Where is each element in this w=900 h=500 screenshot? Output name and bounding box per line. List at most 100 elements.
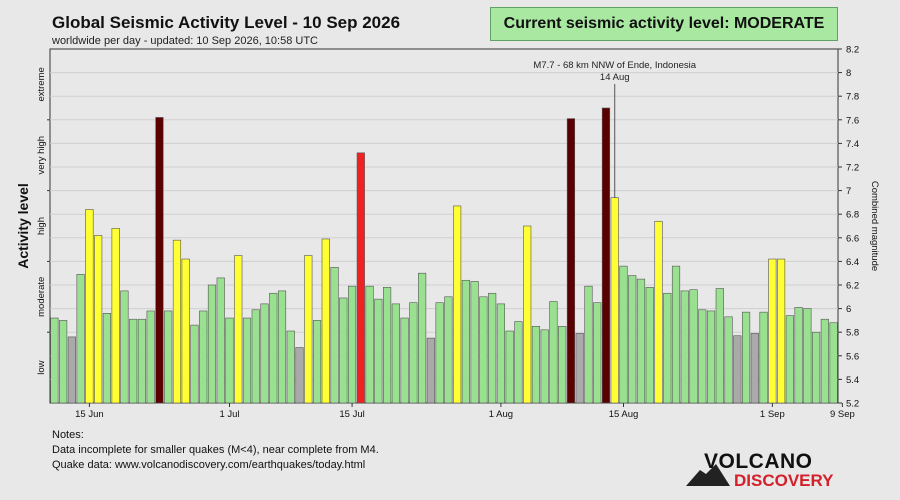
bar	[785, 315, 794, 404]
bar	[593, 302, 602, 404]
right-tick-label: 7.4	[846, 139, 859, 150]
logo-line2: DISCOVERY	[734, 471, 834, 490]
bar	[216, 277, 225, 404]
right-tick-label: 5.8	[846, 328, 859, 339]
right-tick-label: 6.4	[846, 257, 859, 268]
bar	[829, 322, 838, 404]
grid-lines	[50, 72, 838, 380]
x-tick-label: 15 Jun	[75, 409, 104, 420]
current-level-text: Current seismic activity level: MODERATE	[503, 15, 825, 32]
level-label: extreme	[36, 67, 47, 101]
bar	[453, 205, 462, 404]
right-tick-label: 5.4	[846, 375, 859, 386]
bar	[76, 274, 85, 404]
bar	[102, 313, 111, 404]
bar	[59, 320, 68, 404]
left-axis: low moderate high very high extreme	[36, 67, 50, 375]
bar	[610, 197, 619, 404]
bar	[365, 285, 374, 404]
right-tick-label: 7.8	[846, 92, 859, 103]
bar	[400, 317, 409, 404]
bar	[706, 310, 716, 404]
bar	[269, 292, 278, 404]
chart-subtitle: worldwide per day - updated: 10 Sep 2026…	[52, 35, 318, 47]
level-label: moderate	[36, 277, 47, 317]
bar	[689, 289, 698, 404]
bar	[715, 288, 724, 404]
volcanodiscovery-logo: VOLCANO DISCOVERY	[686, 450, 834, 490]
bar	[67, 336, 76, 404]
bar	[636, 278, 646, 404]
bar	[286, 330, 295, 404]
level-label: low	[36, 360, 47, 374]
bar	[575, 333, 584, 404]
bar	[129, 318, 138, 404]
bar	[820, 318, 829, 404]
right-tick-label: 7.2	[846, 163, 859, 174]
bar	[619, 265, 628, 404]
bar	[234, 255, 243, 404]
bar	[461, 279, 470, 404]
x-tick-label: 15 Aug	[609, 409, 639, 420]
level-label: very high	[36, 136, 47, 175]
bar	[418, 272, 427, 404]
bar	[794, 307, 803, 404]
bar	[339, 297, 348, 404]
bar	[584, 285, 593, 404]
right-tick-label: 5.2	[846, 399, 859, 410]
right-tick-label: 6.2	[846, 281, 859, 292]
chart-title: Global Seismic Activity Level - 10 Sep 2…	[52, 13, 401, 32]
bar	[277, 290, 287, 404]
bar	[295, 347, 304, 404]
bar	[330, 266, 339, 404]
bar	[85, 209, 94, 404]
y-axis-label-right: Combined magnitude	[869, 181, 880, 271]
bar	[207, 284, 217, 404]
bar	[383, 287, 392, 404]
bar	[523, 225, 532, 404]
bar	[812, 331, 821, 404]
bar	[470, 281, 479, 404]
bar	[242, 317, 252, 404]
annotation: M7.7 - 68 km NNW of Ende, Indonesia 14 A…	[533, 60, 697, 198]
level-label: high	[36, 217, 47, 235]
bar	[671, 265, 681, 404]
right-tick-label: 5.6	[846, 351, 859, 362]
bar	[531, 325, 541, 404]
bar	[566, 118, 576, 404]
right-tick-label: 8	[846, 68, 851, 79]
bar	[514, 321, 523, 404]
x-tick-label: 15 Jul	[339, 409, 364, 420]
right-tick-label: 6.6	[846, 233, 859, 244]
bar	[496, 303, 505, 404]
x-tick-label: 1 Jul	[219, 409, 239, 420]
plot-area	[49, 48, 839, 404]
bar	[50, 317, 59, 404]
notes: Notes: Data incomplete for smaller quake…	[52, 428, 379, 473]
notes-heading: Notes:	[52, 429, 84, 441]
bar	[426, 337, 435, 404]
bar	[741, 311, 751, 404]
bar	[698, 309, 707, 404]
right-tick-label: 6.8	[846, 210, 859, 221]
bar	[409, 302, 418, 404]
bar	[663, 292, 672, 404]
bar	[558, 325, 567, 404]
bar	[479, 296, 488, 404]
bar	[654, 220, 663, 404]
bar	[260, 303, 269, 404]
bar	[645, 287, 654, 404]
bar	[199, 310, 208, 404]
bar	[374, 298, 383, 404]
right-tick-label: 8.2	[846, 45, 859, 56]
logo-line1: VOLCANO	[704, 450, 813, 473]
bar	[94, 235, 103, 404]
right-tick-label: 7.6	[846, 115, 859, 126]
bar	[444, 296, 453, 404]
annotation-line1: M7.7 - 68 km NNW of Ende, Indonesia	[533, 60, 696, 71]
right-axis: 5.2 5.4 5.6 5.8 6 6.2 6.4 6.6 6.8 7 7.2 7.4 7.6 7.8 8 8…	[838, 45, 859, 410]
current-level-badge: Current seismic activity level: MODERATE	[490, 7, 838, 41]
bar	[120, 290, 129, 404]
x-tick-label: 1 Sep	[760, 409, 785, 420]
bar	[733, 335, 742, 404]
